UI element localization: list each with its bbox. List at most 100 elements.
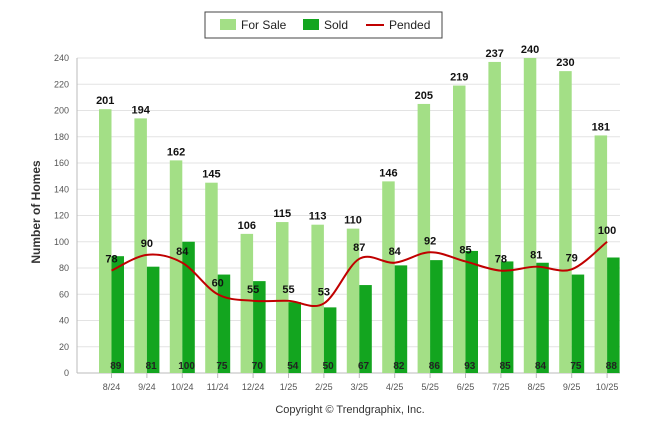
sold-value-label: 50 (323, 361, 335, 372)
sold-value-label: 93 (464, 361, 476, 372)
y-axis-label: Number of Homes (29, 160, 43, 264)
x-tick-label: 9/24 (138, 382, 156, 392)
sold-value-label: 88 (606, 361, 618, 372)
for-sale-value-label: 201 (96, 95, 114, 107)
bar-sold (146, 266, 160, 373)
pended-line-path (111, 240, 608, 308)
bar-for-sale (594, 135, 608, 373)
pended-value-label: 90 (141, 238, 153, 250)
legend-swatch-sold (303, 19, 319, 30)
x-tick-label: 8/25 (528, 382, 546, 392)
pended-value-label: 81 (530, 250, 542, 262)
y-tick-label: 180 (54, 132, 69, 142)
data-labels: 201 89 194 81 162 100 145 75 106 70 115 54 113 50 110 6… (96, 44, 617, 372)
pended-value-label: 84 (389, 246, 402, 258)
for-sale-value-label: 219 (450, 72, 468, 84)
sold-value-label: 75 (216, 361, 228, 372)
for-sale-value-label: 145 (202, 169, 220, 181)
sold-value-label: 100 (178, 361, 195, 372)
sold-value-label: 84 (535, 361, 547, 372)
bar-for-sale (417, 103, 431, 373)
y-tick-label: 240 (54, 53, 69, 63)
copyright-text: Copyright © Trendgraphix, Inc. (275, 404, 424, 416)
legend-label-for-sale: For Sale (241, 18, 287, 32)
pended-value-label: 84 (176, 246, 189, 258)
bar-sold (253, 281, 266, 373)
bar-sold (359, 285, 372, 373)
bar-for-sale (311, 224, 324, 373)
x-tick-label: 1/25 (280, 382, 298, 392)
x-tick-label: 4/25 (386, 382, 404, 392)
bar-sold (536, 262, 549, 373)
bar-for-sale (453, 85, 466, 373)
bar-sold (288, 302, 301, 373)
sold-value-label: 75 (570, 361, 582, 372)
pended-value-label: 92 (424, 235, 436, 247)
bar-sold (430, 260, 443, 373)
bar-sold (571, 274, 585, 373)
legend-label-pended: Pended (389, 18, 430, 32)
for-sale-value-label: 181 (592, 121, 610, 133)
for-sale-value-label: 205 (415, 90, 433, 102)
legend-label-sold: Sold (324, 18, 348, 32)
bar-sold (500, 261, 514, 373)
for-sale-value-label: 106 (238, 220, 256, 232)
sold-value-label: 67 (358, 361, 370, 372)
bar-for-sale (523, 58, 537, 373)
bar-for-sale (134, 118, 147, 373)
legend-box (204, 11, 443, 39)
sold-value-label: 70 (252, 361, 264, 372)
x-tick-label: 10/25 (596, 382, 619, 392)
for-sale-value-label: 113 (309, 211, 327, 223)
bar-for-sale (276, 222, 289, 373)
y-tick-label: 100 (54, 237, 69, 247)
for-sale-value-label: 146 (379, 167, 397, 179)
sold-value-label: 54 (287, 361, 299, 372)
bar-sold (182, 241, 195, 373)
for-sale-value-label: 230 (556, 57, 574, 69)
bar-sold (465, 250, 478, 373)
pended-value-label: 55 (282, 284, 294, 296)
x-tick-label: 11/24 (207, 382, 229, 392)
bars (99, 58, 620, 373)
sold-value-label: 89 (110, 361, 122, 372)
y-tick-label: 120 (54, 211, 69, 221)
bar-for-sale (382, 181, 395, 373)
for-sale-value-label: 240 (521, 44, 539, 56)
bar-sold (217, 274, 231, 373)
y-tick-label: 160 (54, 158, 69, 168)
pended-value-label: 87 (353, 242, 365, 254)
sold-value-label: 85 (500, 361, 512, 372)
pended-value-label: 78 (105, 254, 117, 266)
y-tick-label: 140 (54, 184, 69, 194)
x-tick-label: 7/25 (492, 382, 510, 392)
sold-value-label: 82 (393, 361, 405, 372)
y-tick-label: 80 (59, 263, 69, 273)
y-tick-label: 200 (54, 106, 69, 116)
bar-sold (323, 307, 337, 373)
x-tick-label: 8/24 (103, 382, 121, 392)
pended-value-label: 79 (566, 252, 578, 264)
y-tick-label: 20 (59, 342, 69, 352)
pended-value-label: 60 (212, 277, 224, 289)
pended-value-label: 55 (247, 284, 259, 296)
x-tick-label: 10/24 (171, 382, 194, 392)
y-tick-label: 40 (59, 316, 69, 326)
pended-value-label: 85 (459, 244, 471, 256)
sold-value-label: 86 (429, 361, 441, 372)
axes: 0 20 40 60 80 100 120 140 160 180 200 220 240 8/24 9/2… (54, 53, 620, 392)
x-tick-label: 3/25 (351, 382, 369, 392)
bar-for-sale (346, 228, 360, 373)
x-tick-label: 5/25 (421, 382, 439, 392)
bar-sold (111, 256, 124, 373)
for-sale-value-label: 237 (485, 48, 503, 60)
legend-swatch-for-sale (220, 19, 236, 30)
x-tick-label: 2/25 (315, 382, 333, 392)
bar-for-sale (205, 182, 218, 373)
for-sale-value-label: 110 (344, 215, 362, 227)
y-tick-label: 60 (59, 289, 69, 299)
bar-sold (394, 265, 408, 373)
for-sale-value-label: 115 (273, 208, 291, 220)
pended-value-label: 53 (318, 286, 330, 298)
